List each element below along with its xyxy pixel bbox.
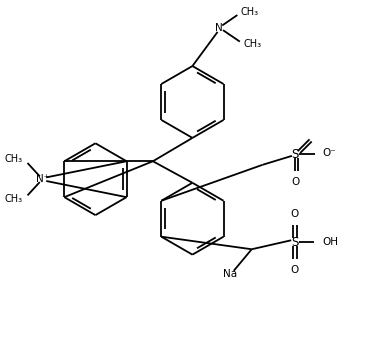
- Text: Na: Na: [223, 269, 237, 279]
- Text: N: N: [216, 23, 223, 33]
- Text: O: O: [291, 177, 300, 187]
- Text: S: S: [291, 148, 299, 161]
- Text: N⁺: N⁺: [36, 174, 49, 184]
- Text: CH₃: CH₃: [241, 7, 259, 17]
- Text: O: O: [291, 209, 299, 219]
- Text: CH₃: CH₃: [5, 194, 23, 204]
- Text: OH: OH: [322, 237, 339, 247]
- Text: O: O: [291, 265, 299, 275]
- Text: S: S: [291, 236, 299, 249]
- Text: CH₃: CH₃: [5, 155, 23, 164]
- Text: O⁻: O⁻: [323, 148, 337, 158]
- Text: CH₃: CH₃: [243, 39, 262, 50]
